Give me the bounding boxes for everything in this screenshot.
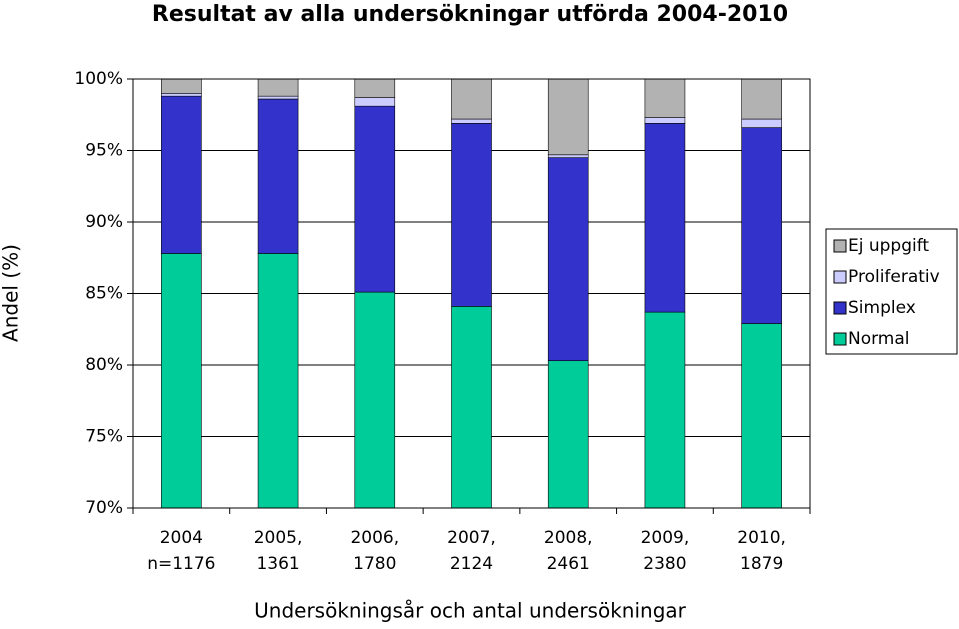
legend-swatch — [833, 301, 847, 315]
y-tick-label: 85% — [85, 284, 123, 304]
chart-title: Resultat av alla undersökningar utförda … — [152, 2, 788, 27]
legend-label: Simplex — [848, 298, 916, 318]
x-tick-label: 2005, 1361 — [254, 528, 303, 574]
x-tick-label: 2009, 2380 — [641, 528, 690, 574]
y-tick-label: 75% — [85, 427, 123, 447]
x-tick-label: 2004 n=1176 — [147, 528, 215, 574]
x-tick-label: 2008, 2461 — [544, 528, 593, 574]
x-axis-label: Undersökningsår och antal undersökningar — [254, 599, 687, 623]
legend-label: Normal — [848, 329, 910, 349]
bar-segment — [547, 360, 589, 508]
legend-swatch — [833, 270, 847, 284]
bar-segment — [451, 123, 492, 307]
bar-segment — [741, 323, 782, 508]
bar-segment — [547, 154, 589, 158]
x-tick-label: 2006, 1780 — [350, 528, 399, 574]
axes: 70% 75% 80% 85% 90% 95% 100% 2004 n=1176 2005, 136… — [74, 69, 811, 574]
bar-segment — [741, 118, 782, 128]
legend-label: Ej uppgift — [848, 236, 929, 256]
legend-box — [825, 228, 958, 355]
legend-label: Proliferativ — [848, 267, 940, 287]
bar-segment — [161, 95, 202, 254]
bar-segment — [257, 79, 299, 97]
bar-segment — [161, 253, 202, 508]
bar-segment — [354, 105, 396, 293]
bar-segment — [354, 291, 396, 508]
bar-segment — [354, 79, 396, 98]
bar-segment — [257, 95, 299, 100]
plot-frame — [132, 78, 811, 509]
bar-segment — [741, 79, 782, 120]
bar-segment — [547, 79, 589, 156]
y-axis-label: Andel (%) — [0, 244, 23, 342]
bar-segment — [257, 253, 299, 508]
y-tick-label: 100% — [74, 69, 123, 89]
y-tick-label: 90% — [85, 212, 123, 232]
bar-segment — [741, 127, 782, 324]
bar-segment — [161, 93, 202, 97]
bar-segment — [451, 118, 492, 124]
legend-swatch — [833, 332, 847, 346]
y-tick-label: 70% — [85, 498, 123, 518]
bar-segment — [354, 97, 396, 107]
x-tick-label: 2010, 1879 — [737, 528, 786, 574]
bar-segment — [644, 117, 686, 124]
bar-segment — [451, 79, 492, 120]
y-tick-label: 95% — [85, 141, 123, 161]
legend: Normal Simplex Proliferativ Ej uppgift — [833, 236, 940, 349]
legend-swatch — [833, 239, 847, 253]
x-tick-label: 2007, 2124 — [447, 528, 496, 574]
bar-segment — [644, 79, 686, 118]
bar-segment — [451, 306, 492, 508]
y-tick-label: 80% — [85, 355, 123, 375]
bar-segment — [161, 79, 202, 94]
bar-segment — [547, 157, 589, 362]
bar-segment — [644, 123, 686, 313]
bar-segment — [257, 98, 299, 254]
bars — [161, 79, 782, 508]
bar-segment — [644, 311, 686, 508]
